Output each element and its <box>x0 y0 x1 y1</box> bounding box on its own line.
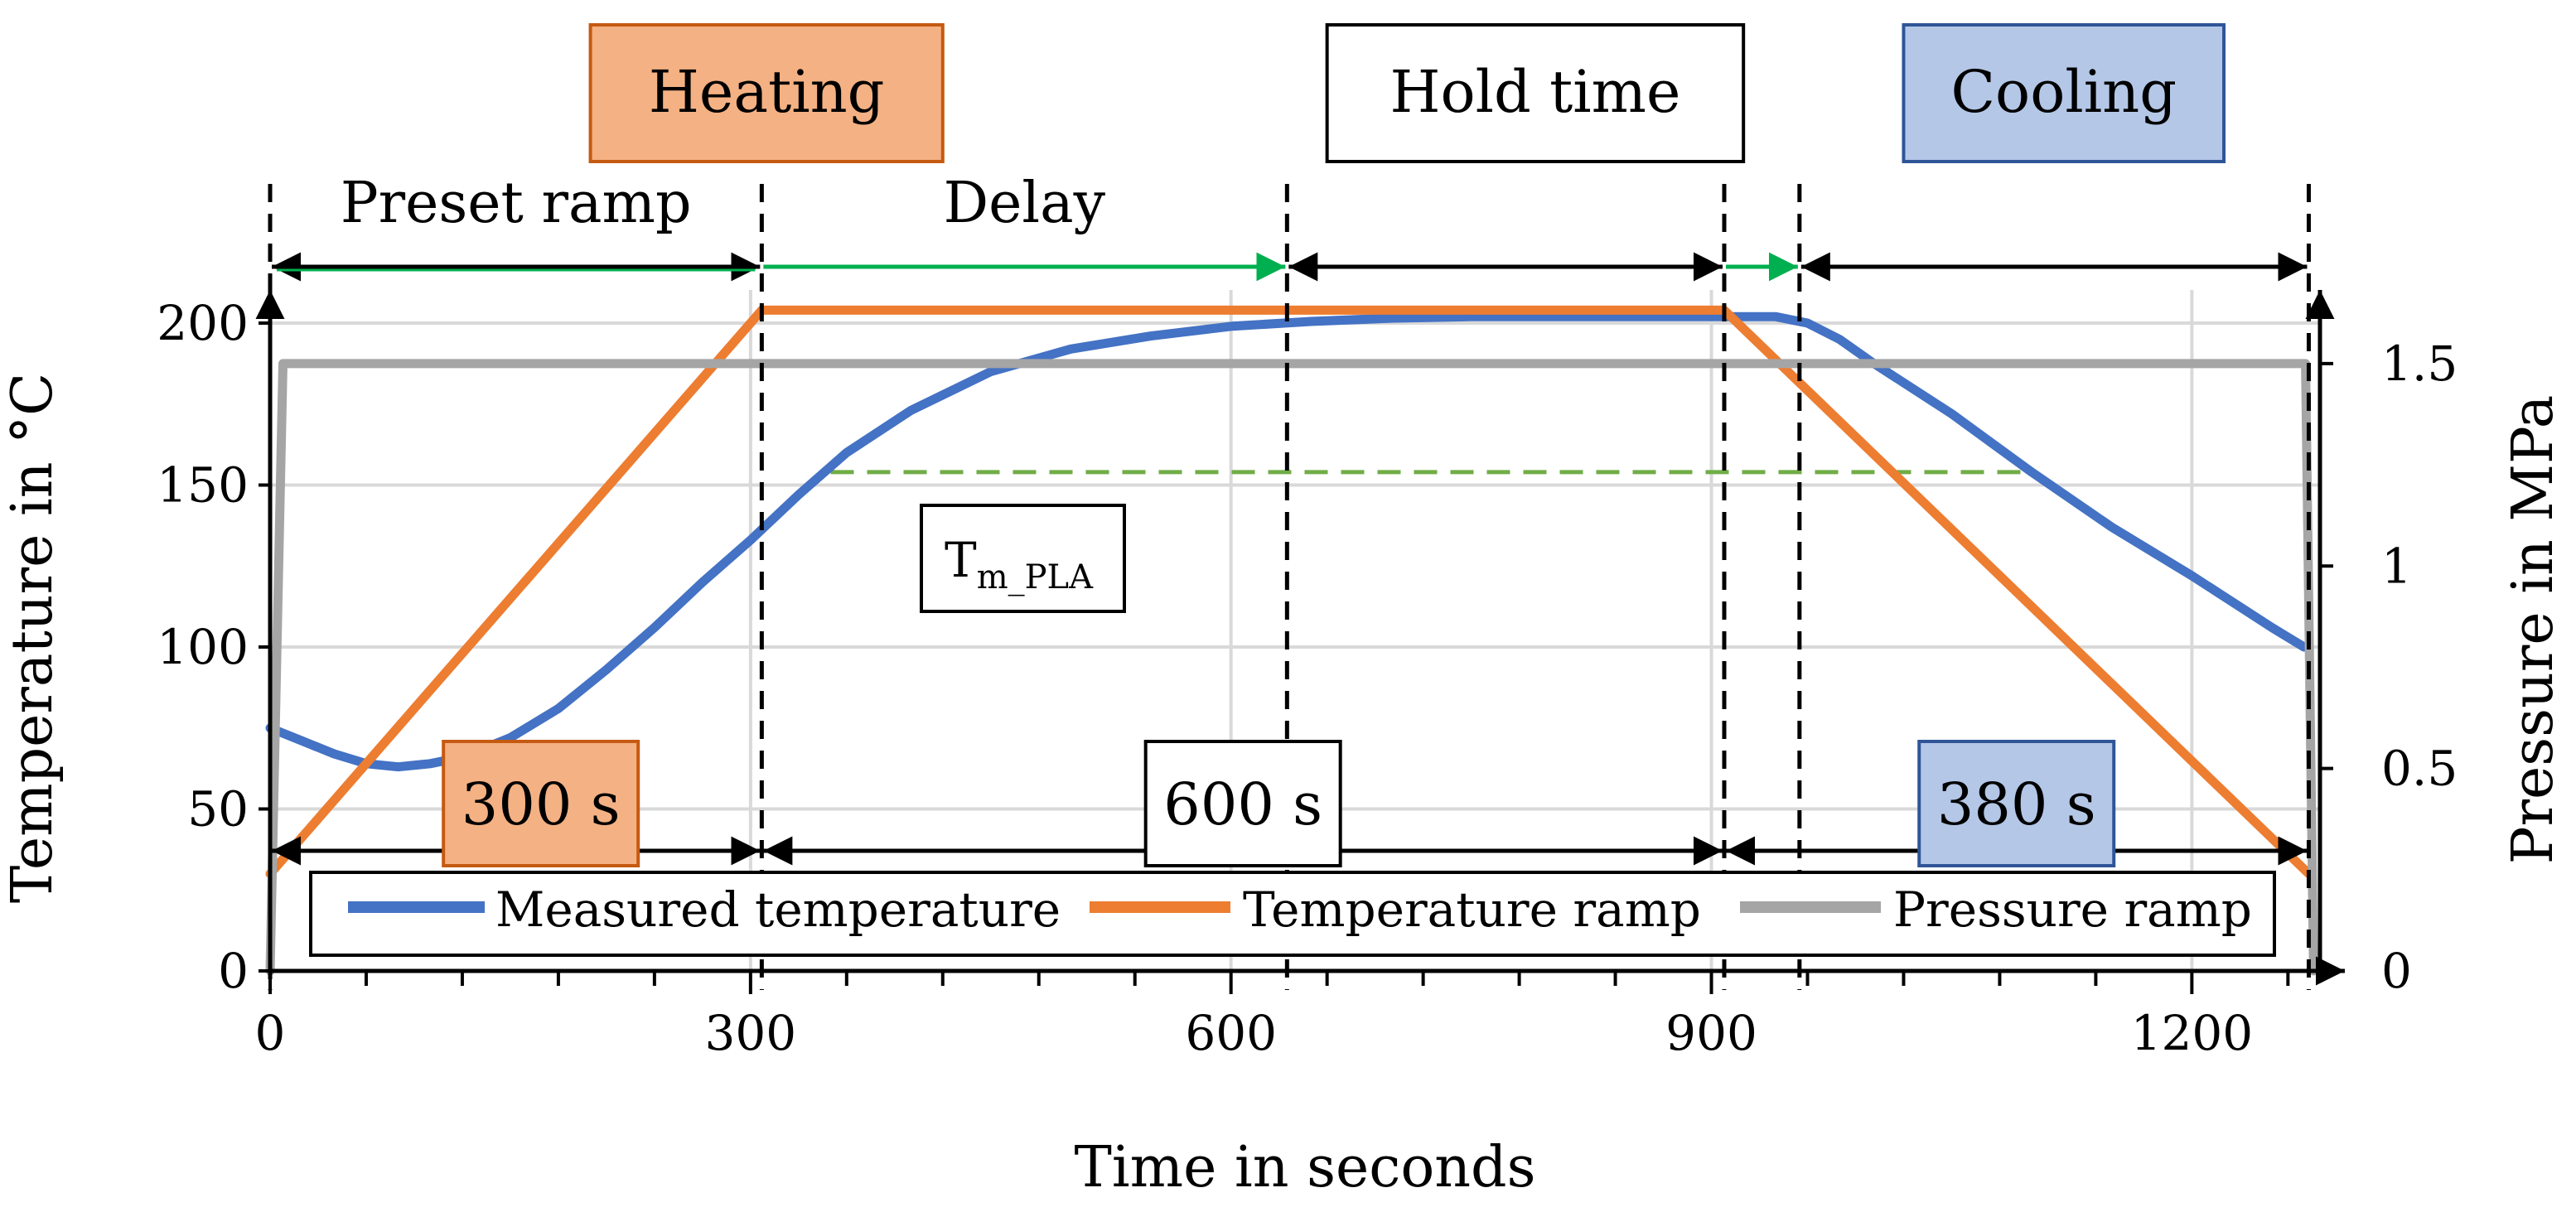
phase-label-2: Cooling <box>1950 58 2177 126</box>
grid <box>270 290 2320 971</box>
y-tick-label-4: 200 <box>157 295 249 351</box>
phase-label-0: Heating <box>649 58 885 126</box>
x-tick-label-4: 1200 <box>2131 1005 2254 1061</box>
y2-tick-label-3: 1.5 <box>2381 336 2458 392</box>
phase-box-1 <box>1325 23 1746 163</box>
phase-box-0 <box>588 23 945 163</box>
legend: Measured temperature Temperature ramp Pr… <box>309 871 2276 957</box>
temperature-ramp-line <box>265 305 2313 879</box>
x-tick-label-0: 0 <box>255 1005 286 1061</box>
x-tick-label-2: 600 <box>1185 1005 1277 1061</box>
duration-box-1 <box>1143 740 1342 867</box>
x-tick-label-3: 900 <box>1665 1005 1757 1061</box>
top-arrow-label-1: Delay <box>944 171 1106 236</box>
legend-box <box>309 871 2276 957</box>
x-axis-title: Time in seconds <box>1075 1135 1536 1200</box>
y-axis-title: Temperature in °C <box>0 373 65 903</box>
annotations: Preset ramp Delay Heating Hold time Cooling 3… <box>268 23 2311 990</box>
y2-tick-label-0: 0 <box>2381 943 2412 999</box>
phase-box-2 <box>1902 23 2226 163</box>
duration-box-0 <box>442 740 640 867</box>
y2-tick-label-1: 0.5 <box>2381 741 2458 797</box>
tm-pla-sub: m_PLA <box>977 558 1094 596</box>
legend-label-temp-ramp: Temperature ramp <box>1243 881 1701 938</box>
duration-label-1: 600 s <box>1163 770 1322 838</box>
tm-pla-label: Tm_PLA <box>920 504 1126 613</box>
tm-pla-main: T <box>945 532 977 588</box>
phase-label-1: Hold time <box>1389 58 1680 126</box>
y-tick-label-2: 100 <box>157 619 249 675</box>
legend-label-pressure: Pressure ramp <box>1893 881 2252 938</box>
y-tick-label-0: 0 <box>218 943 249 999</box>
duration-box-2 <box>1917 740 2116 867</box>
svg-text:Tm_PLA: Tm_PLA <box>945 532 1094 596</box>
y2-tick-label-2: 1 <box>2381 538 2412 594</box>
legend-label-measured: Measured temperature <box>495 881 1061 938</box>
axes: 0 300 600 900 1200 0 50 100 150 200 0 0.5 1 1.5 <box>157 290 2458 1061</box>
y-tick-label-1: 50 <box>187 781 249 838</box>
y-tick-label-3: 150 <box>157 457 249 514</box>
duration-label-0: 300 s <box>462 770 621 838</box>
duration-label-2: 380 s <box>1937 770 2096 838</box>
top-arrow-label-0: Preset ramp <box>341 171 692 236</box>
y2-axis-title: Pressure in MPa <box>2501 395 2566 864</box>
x-tick-label-1: 300 <box>704 1005 796 1061</box>
